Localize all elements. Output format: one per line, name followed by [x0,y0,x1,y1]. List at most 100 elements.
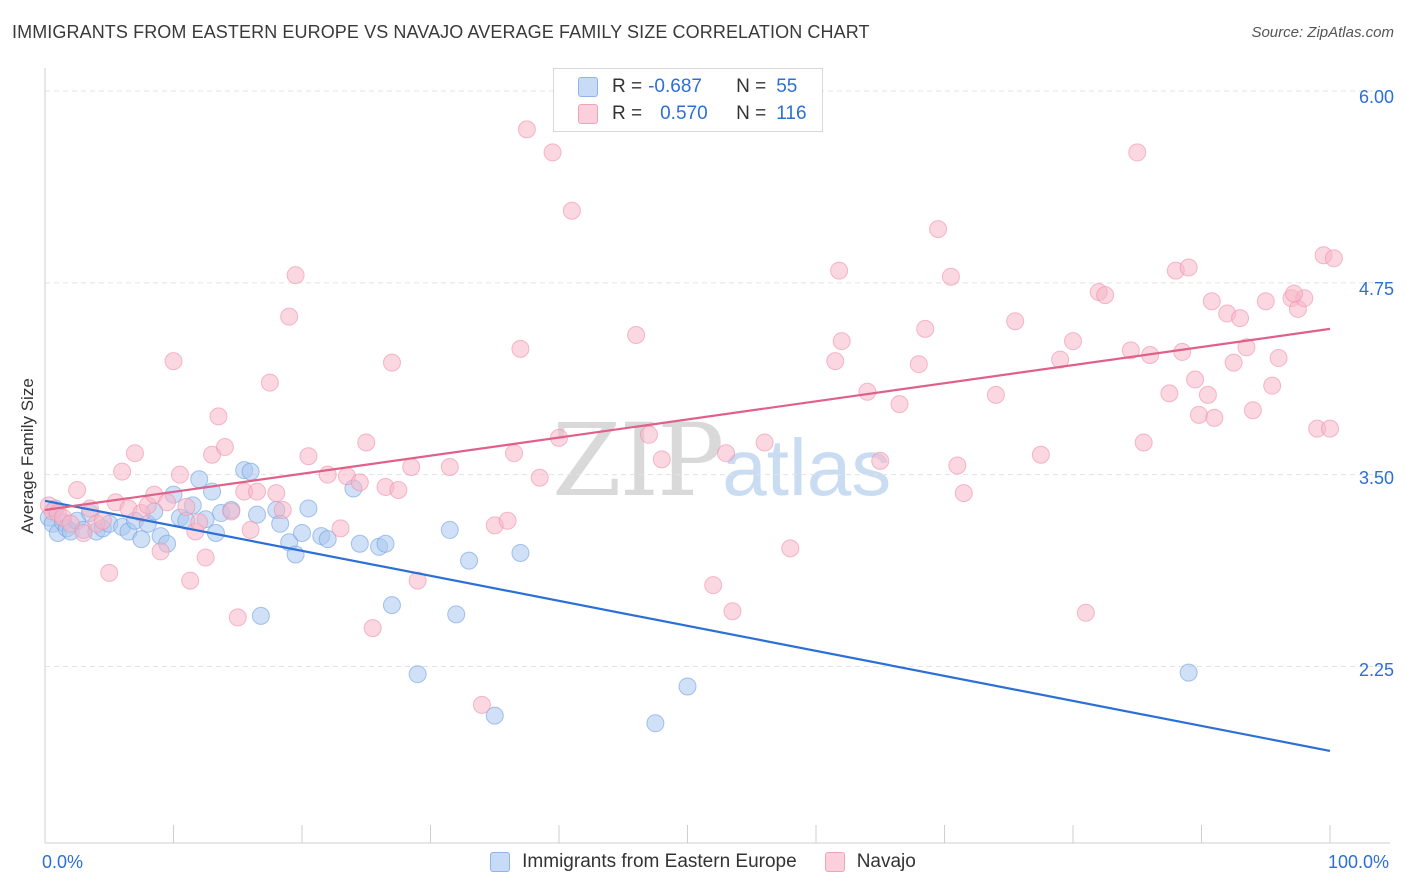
n-label: N = [736,76,767,97]
source-credit: Source: ZipAtlas.com [1251,24,1394,41]
navajo-point [248,482,267,501]
chart-title: IMMIGRANTS FROM EASTERN EUROPE VS NAVAJO… [12,22,870,42]
navajo-point [1160,384,1179,403]
n-label: N = [736,103,767,124]
navajo-point [1285,284,1304,303]
eastern-europe-point [241,462,260,481]
navajo-point [267,484,286,503]
eastern-europe-point [190,470,209,489]
navajo-point [1202,292,1221,311]
legend-label: Immigrants from Eastern Europe [522,851,797,872]
legend-item-eastern-europe: Immigrants from Eastern Europe [490,851,797,873]
eastern-europe-point [248,505,267,524]
eastern-europe-point [293,524,311,542]
legend-row-eastern-europe: R = -0.687 N = 55 [578,74,797,100]
eastern-europe-point [408,665,427,684]
navajo-point [331,519,350,538]
eastern-europe-point [447,605,466,624]
navajo-point [181,571,200,590]
navajo-point [1224,353,1243,372]
correlation-legend: R = -0.687 N = 55 R = 0.570 N = 116 [553,68,823,132]
navajo-point [170,465,189,484]
navajo-point [1173,342,1192,361]
navajo-point [986,385,1005,404]
navajo-point [100,563,119,582]
navajo-point [781,539,800,558]
navajo-point [1205,408,1224,427]
navajo-point [280,307,299,326]
navajo-point [299,447,318,466]
navajo-point [1031,445,1050,464]
eastern-europe-point [678,677,697,696]
navajo-point [832,332,851,351]
navajo-point [228,608,247,627]
legend-item-navajo: Navajo [824,851,916,873]
navajo-point [871,451,890,470]
eastern-europe-trend-line [44,499,1331,753]
navajo-point [68,481,87,500]
eastern-europe-point [299,499,318,518]
navajo-point [511,339,530,358]
eastern-europe-point [485,706,504,725]
navajo-point [517,120,536,139]
y-tick-label: 4.75 [1358,279,1394,299]
navajo-point [357,433,376,452]
navajo-point [1186,370,1205,389]
r-label: R = [612,76,643,97]
x-tick-label-min: 0.0% [42,852,84,872]
y-tick-label: 3.50 [1358,468,1394,488]
eastern-europe-point [318,530,337,549]
watermark-atlas: atlas [722,423,892,512]
navajo-point [1321,419,1339,438]
y-tick-label: 2.25 [1358,660,1394,680]
n-value: 116 [776,103,807,124]
navajo-point [125,444,144,463]
navajo-point [890,395,909,414]
navajo-point [260,373,279,392]
navajo-point [543,143,562,162]
navajo-point [196,548,215,567]
eastern-europe-point [440,520,459,539]
navajo-point [1237,338,1256,357]
navajo-point [1179,258,1198,277]
navajo-point [1096,286,1115,305]
navajo-point [209,407,228,426]
navajo-point [1269,349,1288,368]
navajo-point [222,502,241,521]
navajo-point [1134,433,1153,452]
navajo-point [627,326,646,345]
navajo-point [954,484,973,503]
navajo-point [389,481,408,500]
navajo-point [408,571,427,590]
eastern-europe-point [376,534,395,553]
navajo-point [858,382,877,401]
navajo-point [830,261,849,280]
navajo-point [151,542,170,561]
legend-row-navajo: R = 0.570 N = 116 [578,101,807,127]
navajo-point [215,438,234,457]
navajo-point [286,266,305,285]
navajo-point [363,619,382,638]
navajo-point [472,695,491,714]
navajo-point [402,458,421,477]
navajo-point [1243,401,1262,420]
eastern-europe-point [132,530,151,549]
navajo-point [505,444,524,463]
navajo-point [164,352,183,371]
navajo-point [704,576,723,595]
navajo-trend-line [44,327,1331,512]
n-value: 55 [776,76,798,97]
navajo-point [639,425,658,444]
navajo-point [652,450,671,469]
navajo-point [717,444,736,463]
navajo-point [1128,143,1147,162]
eastern-europe-point [646,714,665,733]
navajo-point [1064,332,1082,351]
navajo-point [530,468,549,487]
navajo-point [1076,603,1095,622]
r-value: 0.570 [660,103,708,124]
r-label: R = [612,103,643,124]
watermark: ZIPatlas [552,402,891,519]
navajo-point [916,319,935,338]
eastern-europe-point [460,551,479,570]
